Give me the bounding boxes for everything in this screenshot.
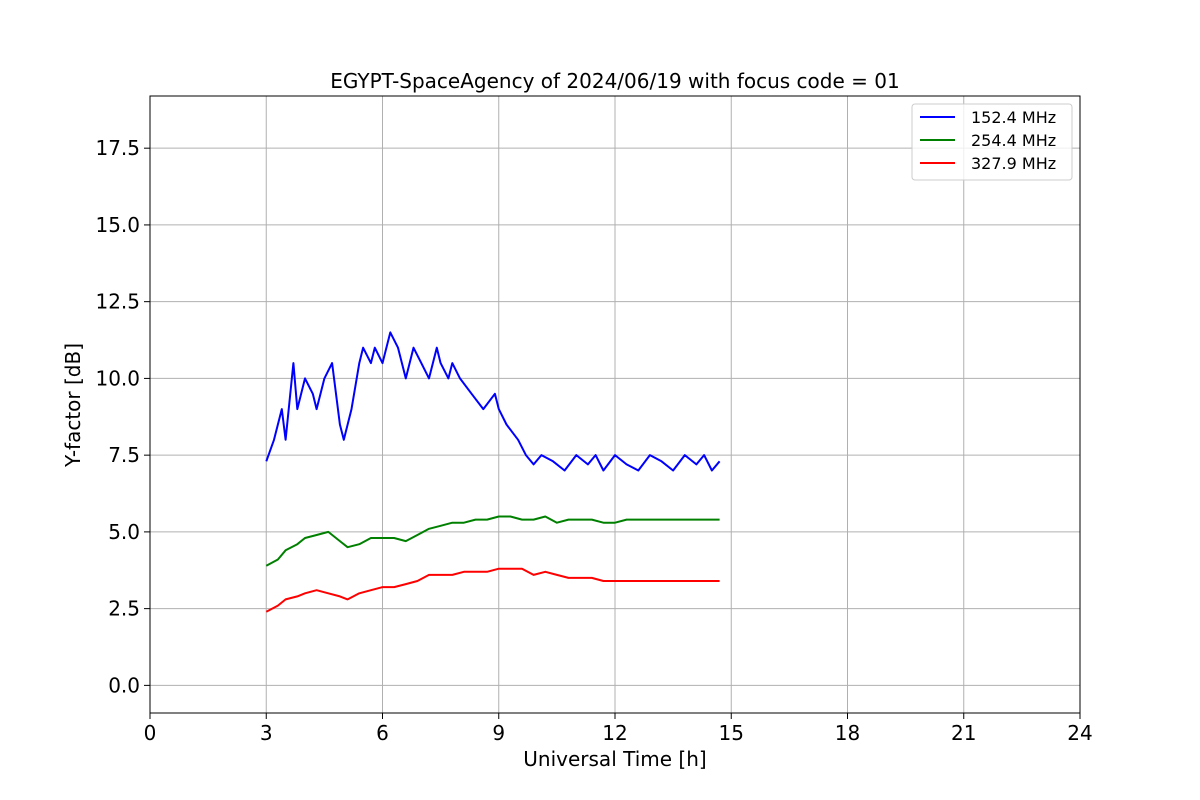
- series-line-1: [265, 331, 721, 472]
- legend-label-3: 327.9 MHz: [971, 154, 1056, 173]
- y-axis-label: Y-factor [dB]: [61, 343, 85, 468]
- legend: 152.4 MHz 254.4 MHz 327.9 MHz: [911, 103, 1073, 181]
- y-tick-label: 7.5: [108, 443, 140, 467]
- y-tick-label: 0.0: [108, 673, 140, 697]
- y-tick-label: 12.5: [95, 290, 140, 314]
- x-tick-label: 15: [719, 721, 744, 745]
- y-tick-label: 17.5: [95, 136, 140, 160]
- y-tick-label: 10.0: [95, 366, 140, 390]
- x-tick-label: 21: [951, 721, 976, 745]
- x-tick-label: 9: [492, 721, 505, 745]
- y-axis-ticks: 0.0 2.5 5.0 7.5 10.0 12.5 15.0 17.5: [95, 136, 150, 697]
- x-tick-label: 18: [835, 721, 860, 745]
- x-tick-label: 12: [602, 721, 627, 745]
- series-line-3: [265, 567, 720, 613]
- x-axis-ticks: 0 3 6 9 12 15 18 21 24: [144, 713, 1093, 745]
- x-tick-label: 6: [376, 721, 389, 745]
- x-tick-label: 24: [1067, 721, 1092, 745]
- x-tick-label: 0: [144, 721, 157, 745]
- legend-box: [911, 103, 1073, 181]
- x-tick-label: 3: [260, 721, 273, 745]
- series-line-2: [265, 515, 720, 567]
- legend-label-1: 152.4 MHz: [971, 108, 1056, 127]
- chart-title: EGYPT-SpaceAgency of 2024/06/19 with foc…: [330, 69, 899, 93]
- y-tick-label: 5.0: [108, 520, 140, 544]
- series-lines: [265, 331, 721, 613]
- legend-label-2: 254.4 MHz: [971, 131, 1056, 150]
- y-tick-label: 15.0: [95, 213, 140, 237]
- y-tick-label: 2.5: [108, 597, 140, 621]
- x-axis-label: Universal Time [h]: [523, 747, 706, 771]
